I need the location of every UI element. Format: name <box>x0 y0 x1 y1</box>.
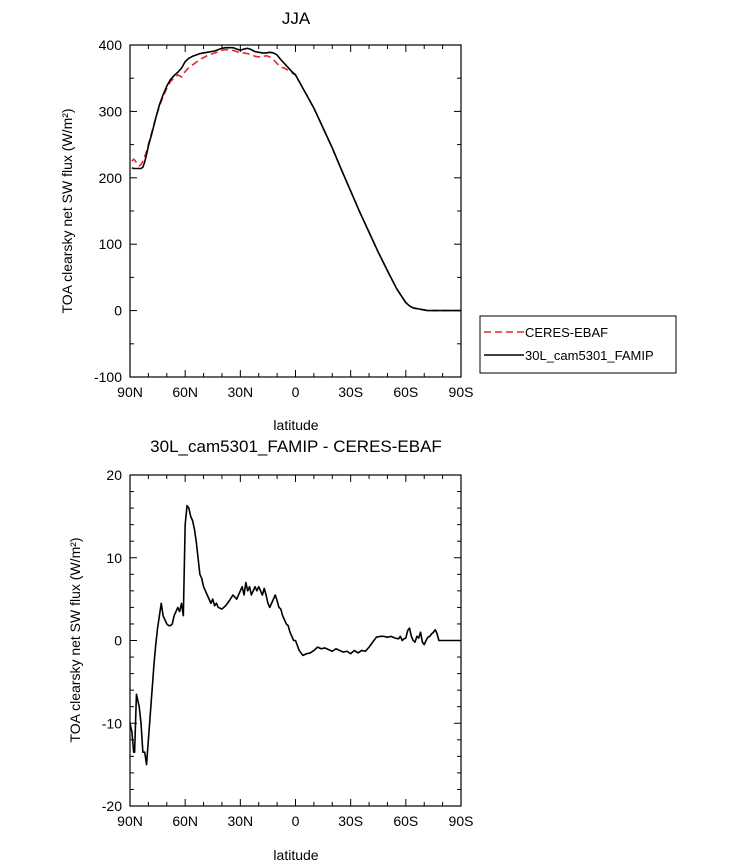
y-tick-label: 200 <box>99 170 123 186</box>
y-tick-label: 300 <box>99 103 123 119</box>
legend-entry-famip: 30L_cam5301_FAMIP <box>525 348 654 363</box>
top-x-tick-labels: 90N 60N 30N 0 30S 60S 90S <box>117 384 473 400</box>
x-tick-label: 90N <box>117 813 143 829</box>
x-tick-label: 30S <box>338 813 363 829</box>
top-axes <box>129 44 462 378</box>
y-tick-label: 400 <box>99 37 123 53</box>
x-tick-label: 30N <box>227 384 253 400</box>
bottom-chart-title: 30L_cam5301_FAMIP - CERES-EBAF <box>150 437 442 456</box>
legend: CERES-EBAF 30L_cam5301_FAMIP <box>479 315 677 374</box>
top-chart-title: JJA <box>282 9 311 28</box>
x-tick-label: 90S <box>449 813 474 829</box>
series-line-t-0 <box>131 48 461 312</box>
x-tick-label: 0 <box>292 384 300 400</box>
x-tick-label: 60N <box>172 384 198 400</box>
x-tick-label: 90S <box>449 384 474 400</box>
bottom-plot-frame <box>129 474 462 807</box>
bottom-y-tick-labels: -20 -10 0 10 20 <box>102 467 122 814</box>
x-tick-label: 30N <box>227 813 253 829</box>
y-tick-label: 0 <box>114 303 122 319</box>
x-tick-label: 60S <box>393 384 418 400</box>
x-tick-label: 0 <box>292 813 300 829</box>
top-y-tick-labels: -100 0 100 200 300 400 <box>94 37 122 385</box>
bottom-x-tick-labels: 90N 60N 30N 0 30S 60S 90S <box>117 813 473 829</box>
x-tick-label: 60N <box>172 813 198 829</box>
bottom-panel: 30L_cam5301_FAMIP - CERES-EBAF 90N 60N 30N… <box>67 437 473 863</box>
top-series-lines <box>131 46 461 312</box>
x-tick-label: 30S <box>338 384 363 400</box>
y-tick-label: 0 <box>114 633 122 649</box>
y-tick-label: -100 <box>94 369 122 385</box>
series-line-t-1 <box>131 46 461 312</box>
legend-entry-ceres: CERES-EBAF <box>525 325 608 340</box>
bottom-y-axis-label: TOA clearsky net SW flux (W/m²) <box>67 537 83 742</box>
top-y-axis-label: TOA clearsky net SW flux (W/m²) <box>59 108 75 313</box>
top-x-axis-label: latitude <box>273 417 318 433</box>
x-tick-label: 60S <box>393 813 418 829</box>
y-tick-label: 100 <box>99 236 123 252</box>
x-tick-label: 90N <box>117 384 143 400</box>
y-tick-label: -10 <box>102 715 122 731</box>
top-panel: JJA 90N 60N 30N 0 30S 60S 90S -100 0 100 200 300 40… <box>59 9 677 433</box>
y-tick-label: 10 <box>106 550 122 566</box>
legend-box <box>479 315 677 374</box>
bottom-series-lines <box>129 504 461 766</box>
bottom-x-axis-label: latitude <box>273 847 318 863</box>
y-tick-label: -20 <box>102 798 122 814</box>
y-tick-label: 20 <box>106 467 122 483</box>
top-plot-frame <box>129 44 462 378</box>
series-line-b-0 <box>129 504 461 766</box>
